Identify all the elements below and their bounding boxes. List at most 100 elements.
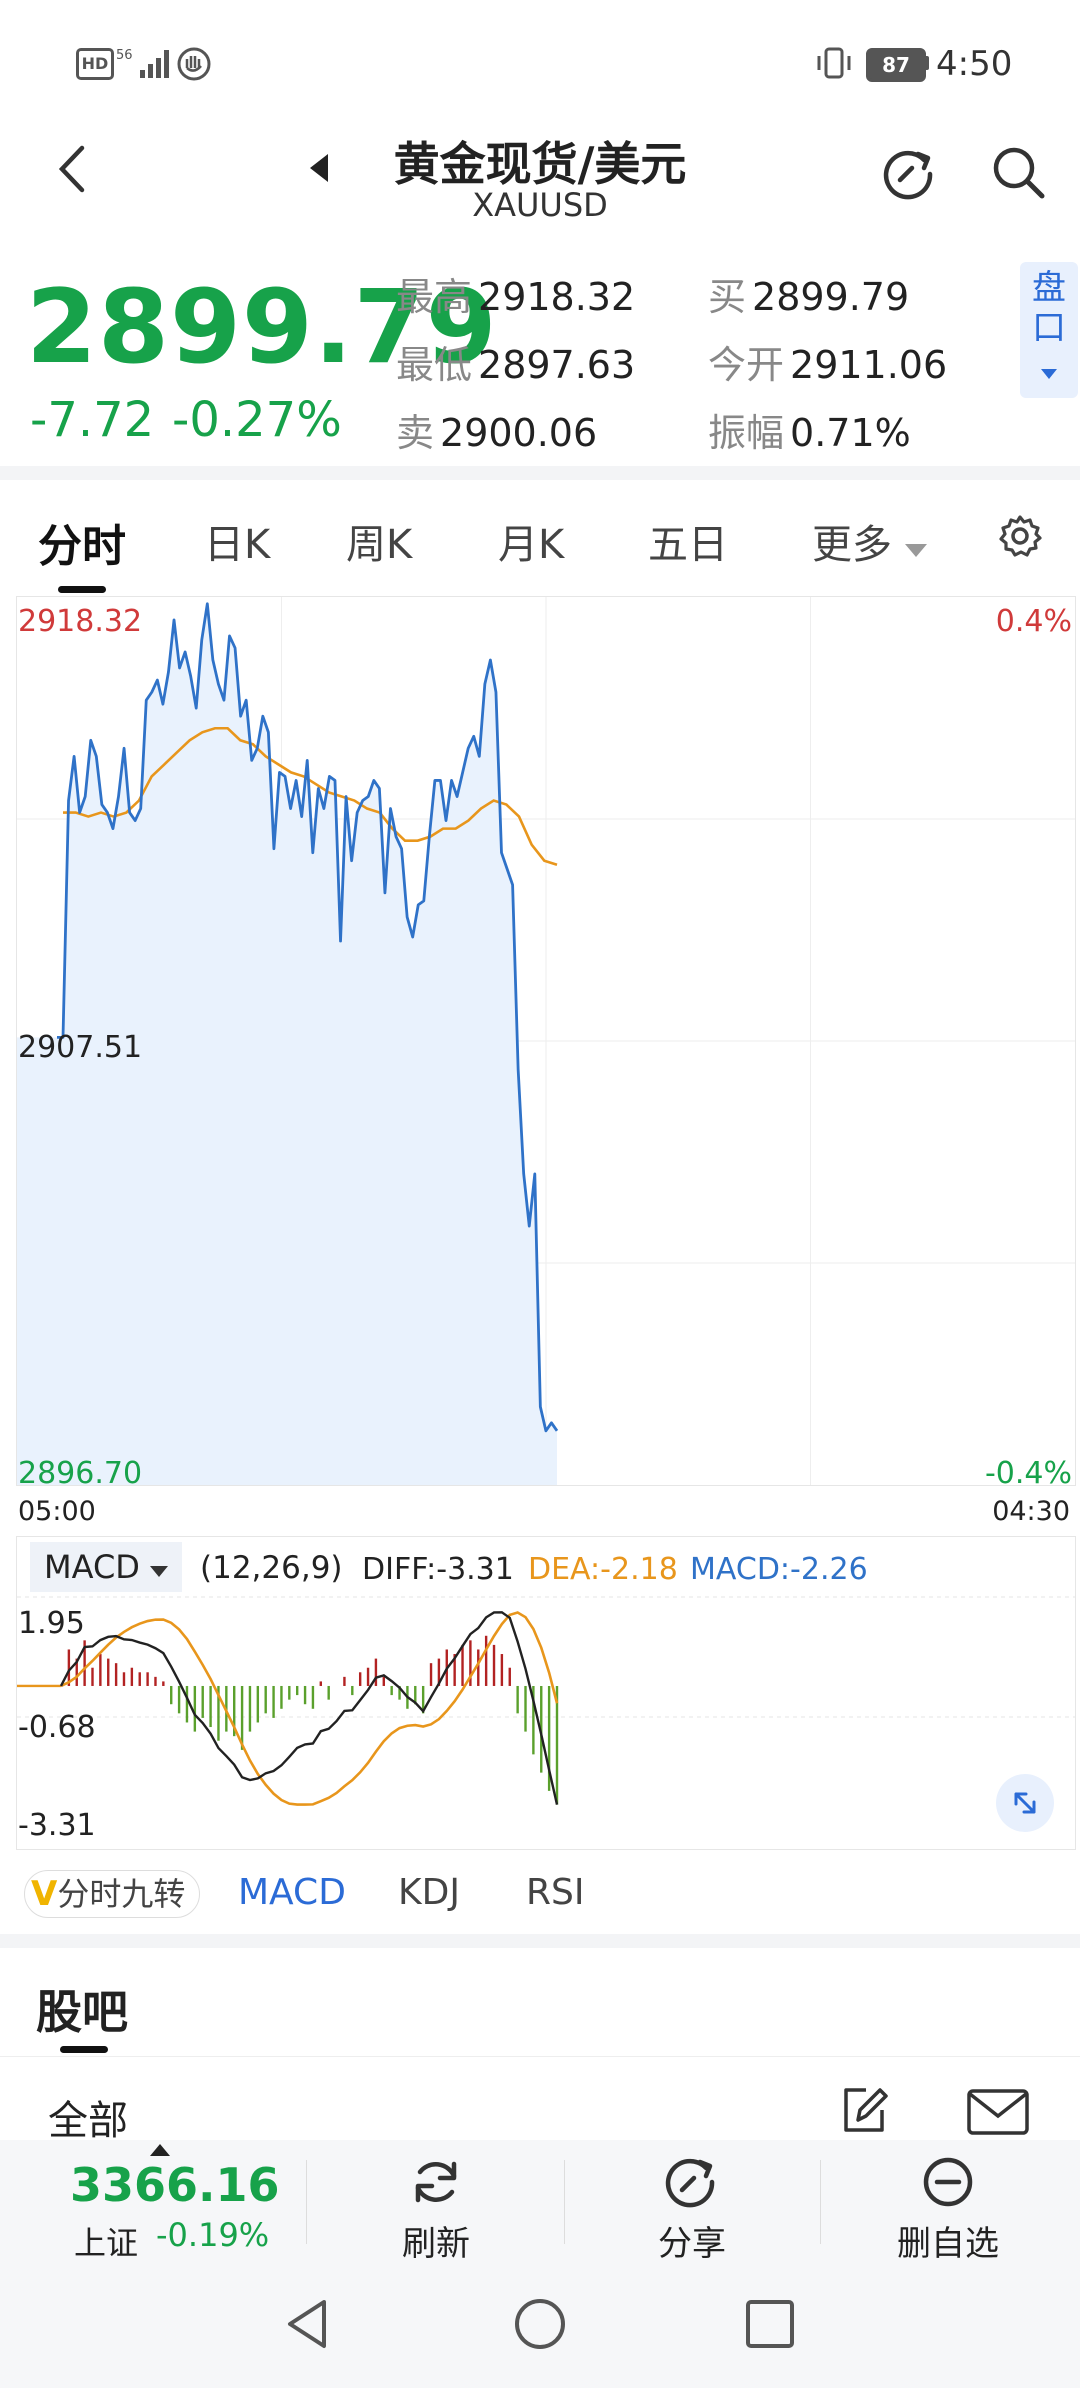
low-label: 最低 bbox=[396, 343, 473, 387]
divider bbox=[306, 2160, 307, 2244]
nav-recents-icon[interactable] bbox=[744, 2298, 796, 2350]
x-axis-start-label: 05:00 bbox=[18, 1496, 96, 1527]
minus-circle-icon bbox=[923, 2157, 973, 2207]
indicator-tab-kdj[interactable]: KDJ bbox=[398, 1872, 460, 1913]
intraday-chart[interactable] bbox=[16, 596, 1076, 1486]
macd-diff: DIFF:-3.31 bbox=[362, 1552, 514, 1587]
price-line bbox=[57, 602, 559, 1433]
indicator-tab-rsi[interactable]: RSI bbox=[526, 1872, 585, 1913]
average-price-line bbox=[63, 726, 558, 866]
y-axis-top-label: 2918.32 bbox=[18, 604, 143, 639]
quote-amplitude: 振幅 0.71% bbox=[708, 402, 911, 457]
amplitude-label: 振幅 bbox=[708, 411, 785, 455]
macd-y-mid-label: -0.68 bbox=[18, 1710, 96, 1745]
settings-gear-icon[interactable] bbox=[998, 514, 1042, 558]
pct-bottom-label: -0.4% bbox=[984, 1456, 1072, 1491]
fullscreen-button[interactable] bbox=[996, 1774, 1054, 1832]
hd-icon: HD bbox=[76, 48, 114, 80]
status-bar: HD 56 87 4:50 bbox=[0, 0, 1080, 130]
hand-icon bbox=[177, 47, 211, 81]
y-axis-mid-label: 2907.51 bbox=[18, 1030, 143, 1065]
bottom-action-bar: 3366.16 上证 -0.19% 刷新 分享 删自选 bbox=[0, 2140, 1080, 2264]
prev-symbol-icon[interactable] bbox=[306, 150, 332, 186]
svg-text:56: 56 bbox=[116, 48, 133, 63]
tab-five-day[interactable]: 五日 bbox=[648, 522, 728, 568]
caret-down-icon bbox=[150, 1566, 169, 1577]
sell-value: 2900.06 bbox=[440, 411, 598, 455]
remove-watchlist-label: 删自选 bbox=[897, 2224, 999, 2264]
share-label: 分享 bbox=[658, 2224, 726, 2264]
divider bbox=[564, 2160, 565, 2244]
system-nav-bar bbox=[0, 2260, 1080, 2388]
mail-icon[interactable] bbox=[966, 2088, 1030, 2136]
caret-down-icon bbox=[904, 544, 927, 557]
pankou-button[interactable]: 盘口 bbox=[1020, 262, 1078, 398]
macd-chart-svg bbox=[17, 1596, 1075, 1806]
quote-buy: 买 2899.79 bbox=[708, 266, 909, 321]
quote-low: 最低 2897.63 bbox=[396, 334, 635, 389]
clock: 4:50 bbox=[936, 44, 1013, 84]
pankou-label: 盘口 bbox=[1032, 268, 1066, 348]
nav-back-icon[interactable] bbox=[282, 2296, 332, 2352]
nine-turn-button[interactable]: V分时九转 bbox=[24, 1870, 201, 1918]
back-icon[interactable] bbox=[52, 142, 92, 196]
index-pct: -0.19% bbox=[156, 2216, 270, 2254]
macd-panel bbox=[16, 1536, 1076, 1850]
refresh-button[interactable]: 刷新 bbox=[336, 2154, 536, 2264]
share-icon[interactable] bbox=[880, 144, 938, 202]
macd-value: MACD:-2.26 bbox=[690, 1552, 868, 1587]
quote-high: 最高 2918.32 bbox=[396, 266, 635, 321]
symbol-code: XAUUSD bbox=[472, 186, 608, 224]
tab-more[interactable]: 更多 bbox=[812, 512, 927, 570]
page-title: 黄金现货/美元 bbox=[393, 137, 687, 191]
guba-filter-all[interactable]: 全部 bbox=[48, 2098, 128, 2144]
guba-tab-indicator bbox=[60, 2046, 108, 2053]
macd-y-bottom-label: -3.31 bbox=[18, 1808, 96, 1843]
last-price: 2899.79 bbox=[26, 268, 498, 387]
tab-more-label: 更多 bbox=[812, 522, 892, 568]
caret-down-icon bbox=[1041, 369, 1057, 379]
low-value: 2897.63 bbox=[478, 343, 636, 387]
quote-sell: 卖 2900.06 bbox=[396, 402, 597, 457]
nav-home-icon[interactable] bbox=[512, 2296, 568, 2352]
guba-title[interactable]: 股吧 bbox=[36, 1985, 128, 2039]
refresh-label: 刷新 bbox=[402, 2224, 470, 2264]
compose-icon[interactable] bbox=[836, 2082, 892, 2138]
quote-open: 今开 2911.06 bbox=[708, 334, 947, 389]
dea-line bbox=[60, 1611, 559, 1806]
indicator-tab-macd[interactable]: MACD bbox=[238, 1872, 346, 1913]
price-change-pct: -0.27% bbox=[172, 392, 342, 448]
tab-weekly-k[interactable]: 周K bbox=[346, 522, 413, 568]
macd-selector[interactable]: MACD bbox=[30, 1542, 183, 1592]
refresh-icon bbox=[415, 2161, 457, 2203]
amplitude-value: 0.71% bbox=[790, 411, 911, 455]
macd-params: (12,26,9) bbox=[200, 1550, 343, 1586]
price-change: -7.72 bbox=[30, 392, 155, 448]
share-button[interactable]: 分享 bbox=[592, 2154, 792, 2264]
v-badge-icon: V bbox=[31, 1874, 58, 1914]
index-name: 上证 bbox=[74, 2224, 139, 2262]
pct-top-label: 0.4% bbox=[995, 604, 1072, 639]
sell-label: 卖 bbox=[396, 411, 435, 455]
high-label: 最高 bbox=[396, 275, 473, 319]
share-icon bbox=[665, 2158, 715, 2208]
diff-line bbox=[59, 1611, 559, 1805]
tab-daily-k[interactable]: 日K bbox=[204, 522, 271, 568]
vibrate-icon bbox=[817, 47, 851, 79]
battery-icon: 87 bbox=[866, 48, 926, 82]
macd-selector-label: MACD bbox=[44, 1548, 140, 1586]
nine-turn-label: 分时九转 bbox=[57, 1875, 186, 1913]
tab-monthly-k[interactable]: 月K bbox=[498, 522, 565, 568]
tab-active-indicator bbox=[58, 586, 106, 593]
open-label: 今开 bbox=[708, 343, 785, 387]
section-divider bbox=[0, 1934, 1080, 1948]
divider bbox=[0, 2056, 1080, 2057]
search-icon[interactable] bbox=[990, 144, 1048, 202]
arrow-up-icon bbox=[150, 2144, 170, 2156]
divider bbox=[820, 2160, 821, 2244]
tab-intraday[interactable]: 分时 bbox=[38, 521, 126, 572]
price-area-fill bbox=[17, 603, 557, 1485]
remove-watchlist-button[interactable]: 删自选 bbox=[848, 2154, 1048, 2264]
macd-dea: DEA:-2.18 bbox=[528, 1552, 678, 1587]
index-value[interactable]: 3366.16 bbox=[70, 2158, 280, 2212]
